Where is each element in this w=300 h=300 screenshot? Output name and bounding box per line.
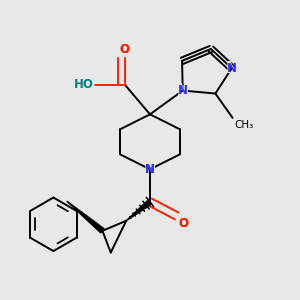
Text: O: O — [118, 41, 131, 56]
Text: O: O — [120, 44, 130, 56]
Text: N: N — [145, 164, 155, 176]
Polygon shape — [126, 200, 152, 221]
Text: N: N — [227, 62, 237, 75]
Text: O: O — [178, 218, 191, 232]
Text: CH₃: CH₃ — [234, 120, 254, 130]
Text: N: N — [178, 84, 188, 97]
Text: N: N — [176, 83, 189, 98]
Text: O: O — [178, 218, 188, 230]
Text: O: O — [178, 218, 188, 230]
Text: N: N — [226, 61, 238, 76]
Text: HO: HO — [74, 77, 94, 91]
Text: N: N — [144, 162, 156, 177]
Polygon shape — [67, 201, 104, 233]
Text: O: O — [120, 44, 130, 56]
Text: N: N — [145, 164, 155, 176]
